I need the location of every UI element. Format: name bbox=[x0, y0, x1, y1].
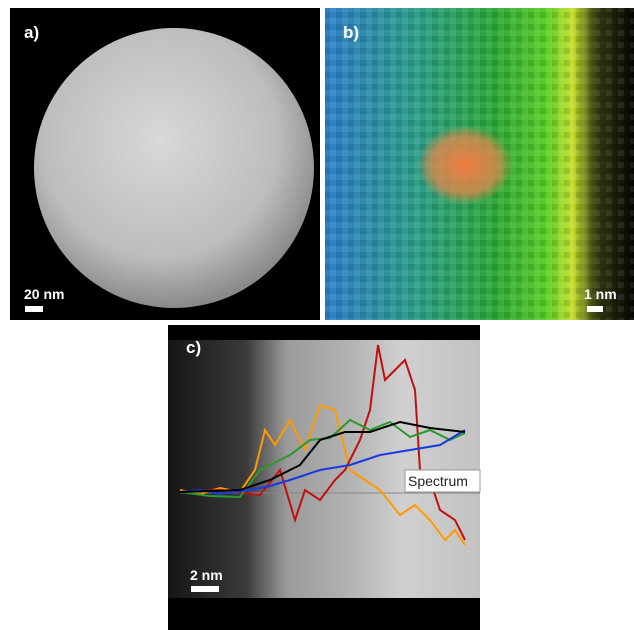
scale-bar bbox=[587, 306, 603, 312]
panel-c: Spectrum c) 2 nm bbox=[168, 325, 480, 630]
scale-bar bbox=[191, 586, 219, 592]
core-signal bbox=[417, 125, 513, 205]
scale-bar-label: 20 nm bbox=[24, 286, 64, 302]
panel-b: b) 1 nm bbox=[325, 8, 634, 320]
panel-label: c) bbox=[186, 338, 201, 357]
scale-bar-label: 1 nm bbox=[584, 286, 617, 302]
figure: a) 20 nm b) 1 nm Spectrum c) 2 nm bbox=[0, 0, 634, 630]
panel-a: a) 20 nm bbox=[10, 8, 320, 320]
spectrum-label: Spectrum bbox=[408, 473, 468, 489]
scale-bar-label: 2 nm bbox=[190, 567, 223, 583]
panel-label: a) bbox=[24, 23, 39, 42]
panel-label: b) bbox=[343, 23, 359, 42]
scale-bar bbox=[25, 306, 43, 312]
particle bbox=[34, 28, 314, 308]
